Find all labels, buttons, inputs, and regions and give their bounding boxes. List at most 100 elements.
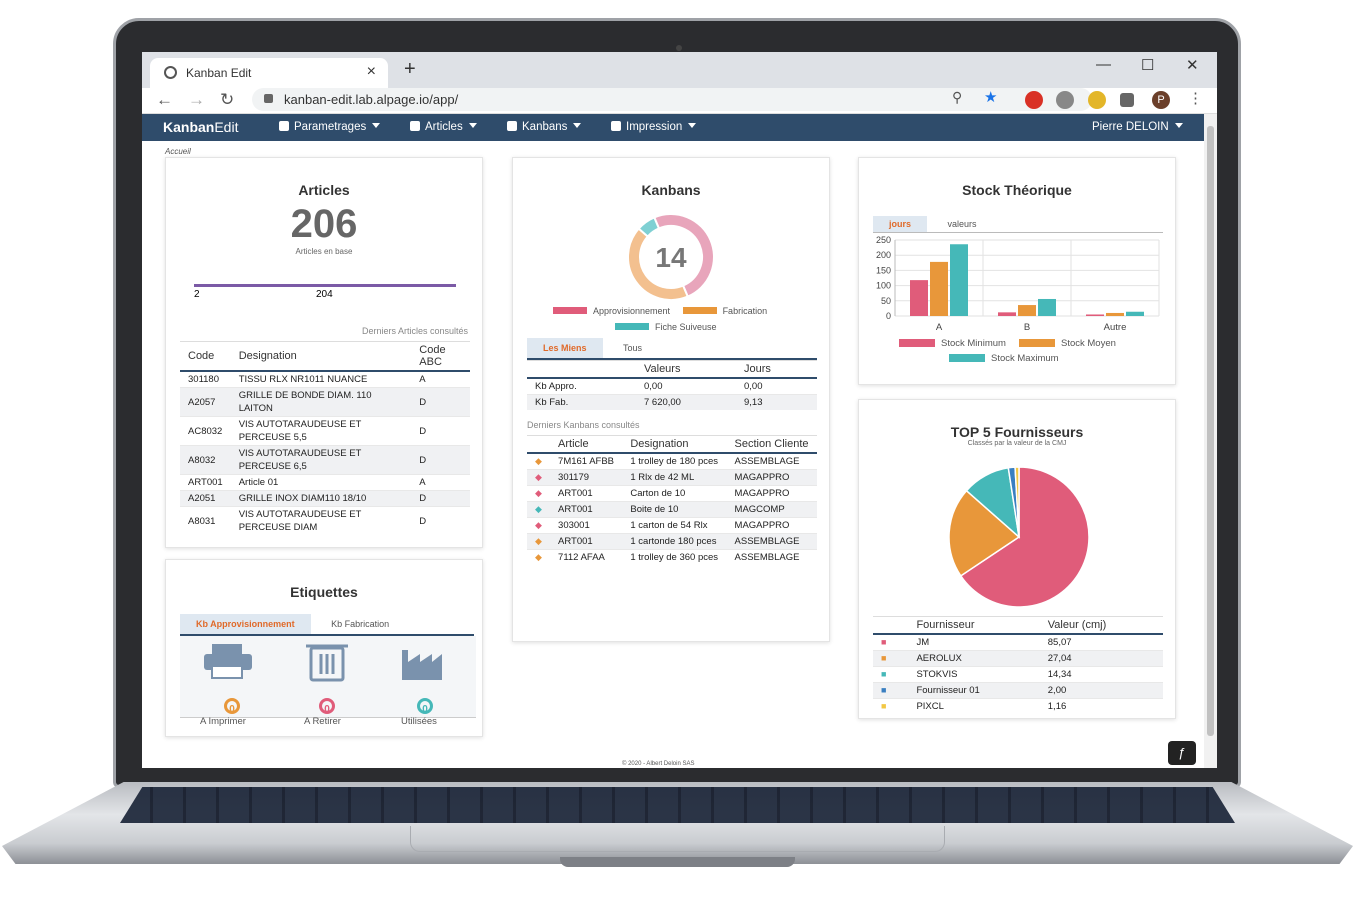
table-cell: ASSEMBLAGE [726,549,817,565]
kanbans-card: Kanbans 14 Approvisionnement Fabrication… [512,157,830,642]
table-cell: D [411,490,470,507]
recent-articles-caption: Derniers Articles consultés [361,326,468,336]
menu-articles[interactable]: Articles [410,121,477,133]
table-row[interactable]: ◆ 7M161 AFBB 1 trolley de 180 pces ASSEMBLA… [527,452,817,470]
url-field[interactable]: kanban-edit.lab.alpage.io/app/ ⚲ ★ [252,88,1092,111]
table-row[interactable]: ■ Fournisseur 01 2,00 [873,682,1163,699]
articles-title: Articles [298,182,350,198]
menu-kanbans[interactable]: Kanbans [507,121,582,133]
browser-tab[interactable]: Kanban Edit × [150,58,388,88]
a-imprimer-label: A Imprimer [200,716,246,727]
col-header[interactable]: Code ABC [411,341,470,372]
maximize-button[interactable]: ☐ [1141,57,1155,74]
kanbans-tabs: Les Miens Tous [527,338,817,360]
laptop-foot [560,857,795,867]
articles-table-wrap: Code Designation Code ABC 301180 TISSU RLX N… [180,341,470,535]
new-tab-button[interactable]: + [404,58,416,80]
legend-swatch [615,323,649,330]
gears-icon [279,121,289,131]
tab-tous[interactable]: Tous [622,343,642,353]
table-cell: 9,13 [736,394,817,410]
tag-cell: ◆ [527,501,551,518]
table-row[interactable]: A2051 GRILLE INOX DIAM110 18/10 D [180,490,470,507]
col-header [873,616,909,635]
table-row[interactable]: ◆ 301179 1 Rlx de 42 ML MAGAPPRO [527,469,817,486]
col-header: Article [550,435,623,454]
legend-fiche-suiveuse: Fiche Suiveuse [655,322,717,332]
articles-subtitle: Articles en base [295,247,353,256]
tag-icon: ◆ [535,520,542,530]
x-tick-label: B [1024,322,1030,333]
zoom-icon[interactable]: ⚲ [952,89,963,105]
table-row[interactable]: ◆ ART001 Carton de 10 MAGAPPRO [527,485,817,502]
table-cell: MAGCOMP [726,501,817,518]
table-cell: 1,16 [1039,698,1163,714]
col-header[interactable]: Code [180,341,231,372]
table-cell: STOKVIS [908,666,1040,683]
url-text: kanban-edit.lab.alpage.io/app/ [284,92,459,107]
extension-shield-icon[interactable] [1025,91,1043,109]
cube-icon [410,121,420,131]
extensions-puzzle-icon[interactable] [1120,93,1134,107]
app-brand[interactable]: KanbanEdit [163,119,238,135]
tab-les-miens[interactable]: Les Miens [527,338,603,358]
bar-a-stock-minimum [910,280,928,316]
chevron-down-icon [468,123,477,128]
scrollbar-thumb[interactable] [1207,126,1214,736]
table-cell: ART001 [550,533,623,550]
breadcrumb[interactable]: Accueil [165,147,191,156]
table-row[interactable]: A2057 GRILLE DE BONDE DIAM. 110 LAITON D [180,387,470,417]
bar-autre-stock-maximum [1126,311,1144,316]
bookmark-star-icon[interactable]: ★ [984,89,998,106]
y-tick-label: 200 [876,250,891,260]
page-scrollbar[interactable] [1204,114,1217,768]
truck-icon: ■ [881,637,887,647]
globe-icon [164,66,177,79]
back-icon[interactable]: ← [156,90,173,109]
table-row[interactable]: ■ AEROLUX 27,04 [873,650,1163,667]
table-cell: GRILLE DE BONDE DIAM. 110 LAITON [230,387,412,417]
minimize-button[interactable]: — [1096,56,1111,73]
fournisseurs-title: TOP 5 Fournisseurs [950,424,1084,440]
table-row[interactable]: ■ STOKVIS 14,34 [873,666,1163,683]
table-row[interactable]: ◆ ART001 1 cartonde 180 pces ASSEMBLAGE [527,533,817,550]
tab-valeurs[interactable]: valeurs [947,219,977,229]
tag-icon: ◆ [535,536,542,546]
menu-impression[interactable]: Impression [611,121,697,133]
table-row[interactable]: ■ JM 85,07 [873,633,1163,651]
table-row[interactable]: ◆ ART001 Boite de 10 MAGCOMP [527,501,817,518]
table-cell: A2057 [180,387,231,417]
kebab-menu-icon[interactable]: ⋮ [1188,90,1203,107]
table-row[interactable]: ■ PIXCL 1,16 [873,698,1163,714]
kanbans-summary-wrap: Valeurs Jours Kb Appro. 0,00 0,00 Kb Fab. 7 62… [527,360,817,410]
reload-icon[interactable]: ↻ [220,90,235,109]
col-header[interactable]: Designation [230,341,412,372]
forward-icon[interactable]: → [188,90,205,109]
extension-chat-icon[interactable] [1088,91,1106,109]
close-window-button[interactable]: ✕ [1186,57,1199,74]
legend-label: Stock Moyen [1061,338,1116,349]
tab-jours[interactable]: jours [873,216,928,232]
menu-parametrages[interactable]: Parametrages [279,121,381,133]
table-row[interactable]: A8032 VIS AUTOTARAUDEUSE ET PERCEUSE 6,5 D [180,445,470,475]
table-row[interactable]: ◆ 7112 AFAA 1 trolley de 360 pces ASSEMBLAG… [527,549,817,565]
symfony-toolbar-icon[interactable]: ƒ [1168,741,1196,765]
tag-icon: ◆ [535,488,542,498]
extension-circle-icon[interactable] [1056,91,1074,109]
table-row[interactable]: AC8032 VIS AUTOTARAUDEUSE ET PERCEUSE 5,5… [180,416,470,446]
kanbans-table: Article Designation Section Cliente ◆ 7M161 … [527,435,817,565]
tab-kb-fabrication[interactable]: Kb Fabrication [331,619,390,629]
table-row[interactable]: ART001 Article 01 A [180,474,470,491]
table-cell: VIS AUTOTARAUDEUSE ET PERCEUSE DIAM [230,506,412,535]
tab-kb-approvisionnement[interactable]: Kb Approvisionnement [180,614,311,634]
table-row[interactable]: ◆ 303001 1 carton de 54 Rlx MAGAPPRO [527,517,817,534]
donut-slice-fiche-suiveuse [637,216,661,238]
table-row[interactable]: A8031 VIS AUTOTARAUDEUSE ET PERCEUSE DIAM… [180,506,470,535]
table-row[interactable]: 301180 TISSU RLX NR1011 NUANCE A [180,370,470,388]
user-menu[interactable]: Pierre DELOIN [1092,121,1183,133]
close-tab-icon[interactable]: × [366,63,376,80]
lock-icon [264,94,273,103]
profile-avatar[interactable]: P [1152,91,1170,109]
articles-count: 206 [290,202,358,246]
tag-cell: ◆ [527,469,551,486]
